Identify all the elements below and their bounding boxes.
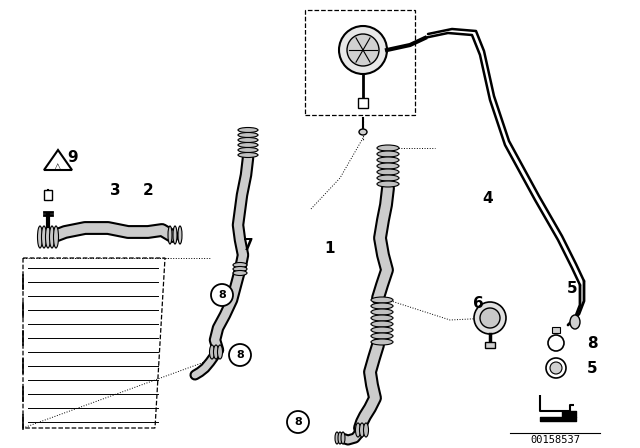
Circle shape — [550, 362, 562, 374]
Text: 3: 3 — [109, 182, 120, 198]
Bar — [358, 98, 368, 108]
Bar — [305, 10, 415, 115]
Ellipse shape — [377, 151, 399, 157]
Text: 5: 5 — [587, 361, 597, 375]
Ellipse shape — [42, 226, 47, 248]
Circle shape — [480, 308, 500, 328]
Ellipse shape — [341, 432, 345, 444]
Ellipse shape — [364, 423, 369, 437]
Circle shape — [474, 302, 506, 334]
Text: 7: 7 — [243, 237, 253, 253]
Ellipse shape — [570, 315, 580, 329]
Ellipse shape — [355, 423, 360, 437]
Ellipse shape — [371, 321, 393, 327]
Ellipse shape — [49, 226, 54, 248]
Ellipse shape — [233, 263, 247, 267]
Ellipse shape — [238, 128, 258, 133]
Ellipse shape — [371, 339, 393, 345]
Ellipse shape — [360, 423, 365, 437]
Ellipse shape — [335, 432, 339, 444]
Ellipse shape — [338, 432, 342, 444]
Ellipse shape — [359, 129, 367, 135]
Ellipse shape — [377, 157, 399, 163]
Ellipse shape — [238, 152, 258, 158]
Ellipse shape — [54, 226, 58, 248]
Text: 8: 8 — [236, 350, 244, 360]
Ellipse shape — [377, 175, 399, 181]
Ellipse shape — [377, 181, 399, 187]
Text: 8: 8 — [587, 336, 597, 350]
Text: 2: 2 — [143, 182, 154, 198]
Ellipse shape — [377, 169, 399, 175]
Ellipse shape — [38, 226, 42, 248]
Ellipse shape — [371, 333, 393, 339]
Circle shape — [211, 284, 233, 306]
Text: 5: 5 — [566, 280, 577, 296]
Ellipse shape — [218, 345, 223, 359]
Circle shape — [339, 26, 387, 74]
Ellipse shape — [238, 138, 258, 142]
Text: 4: 4 — [483, 190, 493, 206]
Ellipse shape — [371, 309, 393, 315]
Circle shape — [347, 34, 379, 66]
Text: △: △ — [54, 162, 61, 172]
Circle shape — [287, 411, 309, 433]
Text: 8: 8 — [218, 290, 226, 300]
Ellipse shape — [45, 226, 51, 248]
Circle shape — [548, 335, 564, 351]
Text: 1: 1 — [324, 241, 335, 255]
Ellipse shape — [209, 345, 214, 359]
Ellipse shape — [238, 142, 258, 147]
Ellipse shape — [371, 297, 393, 303]
Text: 8: 8 — [294, 417, 302, 427]
Ellipse shape — [178, 226, 182, 244]
Ellipse shape — [377, 145, 399, 151]
Ellipse shape — [168, 226, 172, 244]
Ellipse shape — [371, 303, 393, 309]
Ellipse shape — [371, 315, 393, 321]
Ellipse shape — [233, 271, 247, 276]
Circle shape — [229, 344, 251, 366]
Ellipse shape — [173, 226, 177, 244]
Text: 6: 6 — [472, 296, 483, 310]
Ellipse shape — [238, 133, 258, 138]
Bar — [552, 327, 560, 333]
Ellipse shape — [214, 345, 218, 359]
Text: 00158537: 00158537 — [530, 435, 580, 445]
Ellipse shape — [238, 147, 258, 152]
Bar — [485, 342, 495, 348]
Ellipse shape — [233, 267, 247, 271]
Ellipse shape — [377, 163, 399, 169]
Ellipse shape — [371, 327, 393, 333]
Text: 9: 9 — [68, 150, 78, 164]
Circle shape — [546, 358, 566, 378]
Bar — [44, 190, 52, 200]
